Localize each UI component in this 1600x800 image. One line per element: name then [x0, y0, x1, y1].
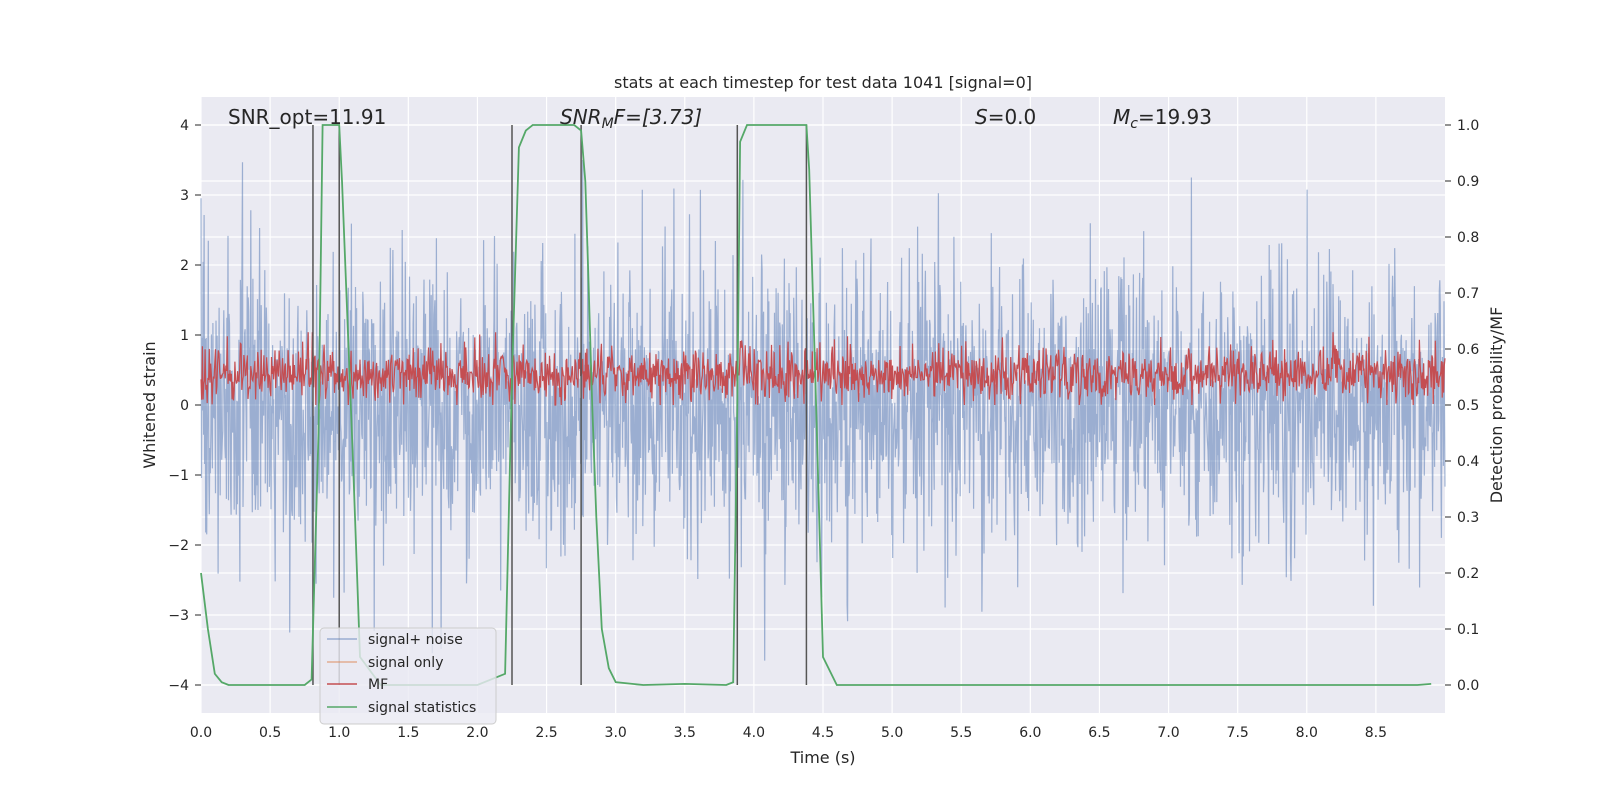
x-tick-label: 3.5: [674, 725, 696, 741]
y-tick-label-right: 0.3: [1457, 510, 1479, 526]
x-tick-label: 8.5: [1365, 725, 1387, 741]
y-tick-label-left: 0: [180, 398, 189, 414]
y-tick-label-left: 1: [180, 328, 189, 344]
y-tick-label-right: 0.8: [1457, 230, 1479, 246]
legend-label-signal-only: signal only: [368, 655, 443, 671]
annotation-s: S=0.0: [975, 105, 1036, 129]
annotation-snr-mf: SNRMF=[3.73]: [560, 105, 702, 132]
signal-noise-line: [200, 159, 1446, 661]
legend-box: [319, 627, 497, 725]
signal-statistics-line: [200, 124, 1432, 686]
y-axis-label-right: Detection probability/MF: [1487, 307, 1506, 504]
y-tick-label-right: 0.0: [1457, 678, 1479, 694]
x-tick-label: 3.0: [605, 725, 627, 741]
x-tick-label: 6.5: [1088, 725, 1110, 741]
chart-title: stats at each timestep for test data 104…: [614, 73, 1032, 92]
y-ticks-left: 4 3 2 1 0 −1 −2 −3 −4: [168, 118, 201, 694]
legend-label-mf: MF: [368, 677, 388, 693]
x-tick-label: 4.0: [743, 725, 765, 741]
x-tick-label: 4.5: [812, 725, 834, 741]
x-tick-label: 8.0: [1296, 725, 1318, 741]
y-ticks-right: 1.0 0.9 0.8 0.7 0.6 0.5 0.4 0.3 0.2 0.1 0.0: [1445, 118, 1479, 694]
y-tick-label-right: 0.9: [1457, 174, 1479, 190]
x-tick-label: 7.5: [1227, 725, 1249, 741]
y-tick-label-left: 2: [180, 258, 189, 274]
x-axis-label: Time (s): [789, 748, 855, 767]
x-tick-label: 0.0: [190, 725, 212, 741]
x-tick-label: 1.0: [328, 725, 350, 741]
legend: signal+ noise signal only MF signal stat…: [319, 627, 497, 725]
y-tick-label-right: 0.5: [1457, 398, 1479, 414]
y-tick-label-right: 0.2: [1457, 566, 1479, 582]
y-tick-label-right: 0.4: [1457, 454, 1479, 470]
legend-label-signal-noise: signal+ noise: [368, 632, 463, 648]
y-tick-label-right: 0.7: [1457, 286, 1479, 302]
mf-line: [200, 332, 1446, 406]
x-tick-label: 1.5: [397, 725, 419, 741]
y-tick-label-left: −2: [168, 538, 189, 554]
y-tick-label-left: −4: [168, 678, 189, 694]
y-tick-label-left: −1: [168, 468, 189, 484]
x-tick-label: 7.0: [1157, 725, 1179, 741]
signal-noise-series: [200, 159, 1446, 661]
x-tick-label: 0.5: [259, 725, 281, 741]
y-tick-label-right: 1.0: [1457, 118, 1479, 134]
y-tick-label-right: 0.1: [1457, 622, 1479, 638]
y-tick-label-left: −3: [168, 608, 189, 624]
y-tick-label-left: 3: [180, 188, 189, 204]
annotation-snr-opt: SNR_opt=11.91: [228, 105, 386, 129]
legend-label-signal-statistics: signal statistics: [368, 700, 476, 716]
x-tick-label: 2.0: [466, 725, 488, 741]
annotation-mc: Mc=19.93: [1113, 105, 1212, 132]
x-tick-label: 5.0: [881, 725, 903, 741]
x-tick-label: 6.0: [1019, 725, 1041, 741]
y-axis-label-left: Whitened strain: [140, 341, 159, 468]
x-ticks: 0.0 0.5 1.0 1.5 2.0 2.5 3.0 3.5 4.0 4.5 5.0 5.5 6.0 6…: [190, 725, 1387, 741]
mf-series: [200, 332, 1446, 406]
signal-statistics-series: [200, 124, 1432, 686]
x-tick-label: 2.5: [535, 725, 557, 741]
y-tick-label-right: 0.6: [1457, 342, 1479, 358]
y-tick-label-left: 4: [180, 118, 189, 134]
x-tick-label: 5.5: [950, 725, 972, 741]
